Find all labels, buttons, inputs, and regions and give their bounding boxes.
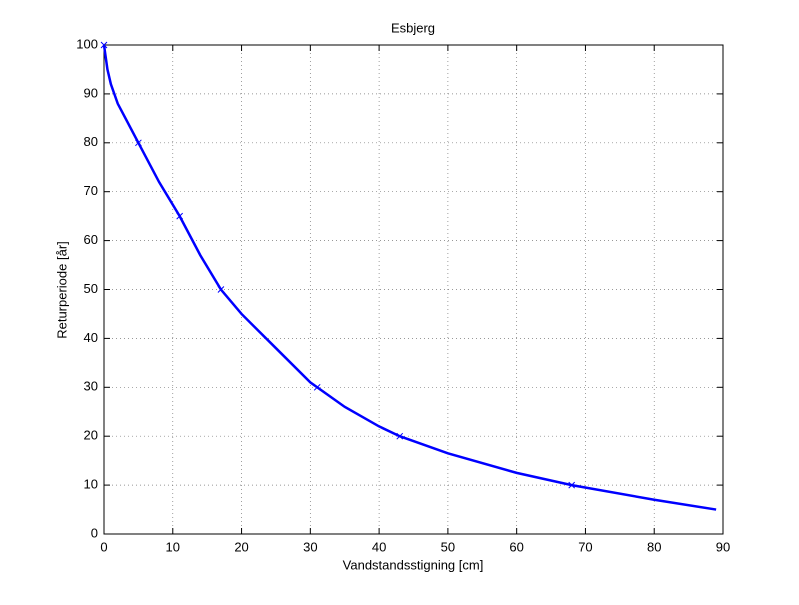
y-tick-label: 20 bbox=[84, 428, 98, 443]
chart-title: Esbjerg bbox=[391, 20, 435, 35]
y-tick-label: 80 bbox=[84, 134, 98, 149]
y-axis-label: Returperiode [år] bbox=[54, 241, 69, 339]
y-tick-label: 100 bbox=[76, 36, 98, 51]
line bbox=[102, 44, 717, 511]
point-marker bbox=[568, 481, 576, 489]
x-tick-label: 80 bbox=[647, 539, 661, 554]
x-tick-label: 30 bbox=[303, 539, 317, 554]
point-marker bbox=[313, 383, 321, 391]
x-tick-label: 0 bbox=[100, 539, 107, 554]
x-tick-label: 20 bbox=[234, 539, 248, 554]
x-tick-label: 70 bbox=[578, 539, 592, 554]
x-axis-label: Vandstandsstigning [cm] bbox=[343, 557, 484, 572]
x-tick-label: 90 bbox=[716, 539, 730, 554]
x-tick-label: 40 bbox=[372, 539, 386, 554]
y-tick-label: 30 bbox=[84, 379, 98, 394]
y-tick-label: 70 bbox=[84, 183, 98, 198]
y-tick-label: 60 bbox=[84, 232, 98, 247]
point-marker bbox=[176, 212, 184, 220]
point-marker bbox=[135, 139, 142, 147]
point-marker bbox=[396, 432, 404, 440]
x-tick-label: 10 bbox=[166, 539, 180, 554]
y-tick-label: 0 bbox=[91, 525, 98, 540]
point-marker bbox=[100, 41, 108, 49]
plot-frame bbox=[103, 44, 724, 535]
x-tick-label: 50 bbox=[441, 539, 455, 554]
x-tick-label: 60 bbox=[509, 539, 523, 554]
y-tick-label: 90 bbox=[84, 85, 98, 100]
y-tick-label: 50 bbox=[84, 281, 98, 296]
point-marker bbox=[217, 286, 225, 293]
y-tick-label: 10 bbox=[84, 477, 98, 492]
y-tick-label: 40 bbox=[84, 330, 98, 345]
